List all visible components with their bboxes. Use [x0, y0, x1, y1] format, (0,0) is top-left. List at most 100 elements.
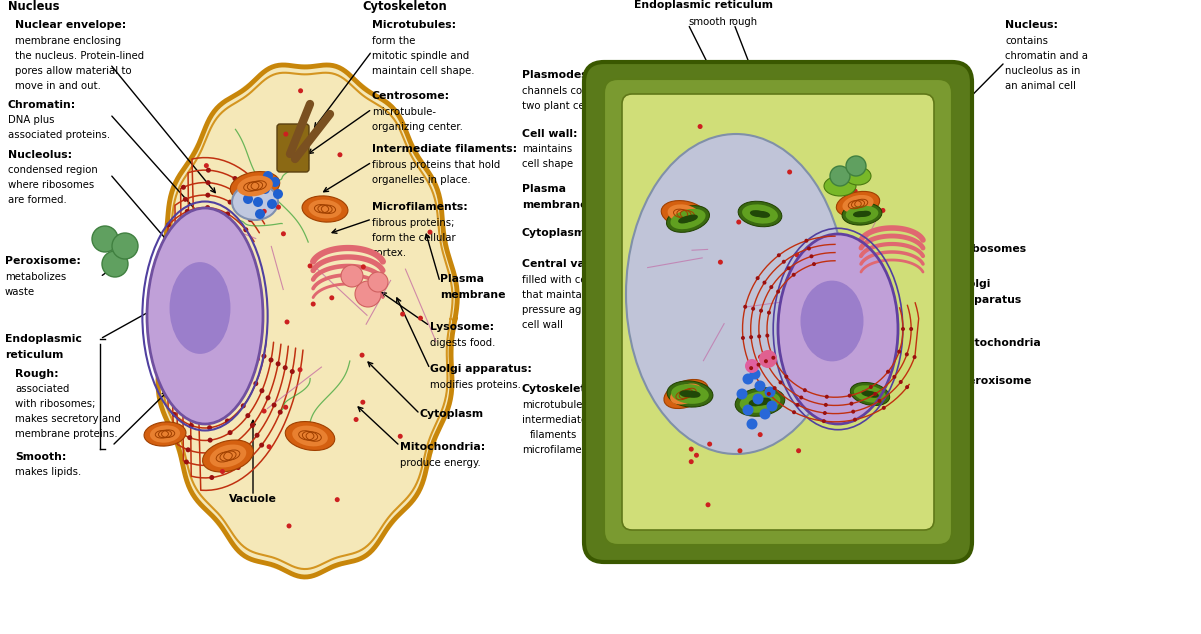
Ellipse shape [169, 262, 231, 354]
Circle shape [233, 176, 238, 181]
Circle shape [418, 316, 423, 321]
Ellipse shape [670, 209, 706, 229]
Text: Chromatin:: Chromatin: [8, 100, 76, 110]
Circle shape [767, 311, 771, 314]
FancyBboxPatch shape [584, 62, 972, 562]
Text: membrane: membrane [440, 290, 506, 300]
Circle shape [205, 217, 210, 223]
Ellipse shape [749, 210, 764, 217]
Text: Chloroplast:: Chloroplast: [635, 504, 710, 514]
Text: Microtubules:: Microtubules: [372, 20, 456, 30]
Polygon shape [153, 65, 458, 577]
Text: Mitochondria: Mitochondria [960, 338, 1041, 348]
Circle shape [749, 368, 760, 380]
Text: membrane proteins.: membrane proteins. [14, 429, 118, 439]
Text: maintains: maintains [522, 144, 572, 154]
Circle shape [368, 272, 388, 292]
Text: pressure against: pressure against [522, 305, 607, 315]
Circle shape [771, 356, 776, 359]
Circle shape [821, 419, 826, 423]
Circle shape [220, 469, 225, 474]
Text: Intermediate filaments:: Intermediate filaments: [372, 144, 518, 154]
Circle shape [255, 356, 259, 361]
Ellipse shape [861, 390, 873, 397]
FancyBboxPatch shape [277, 124, 309, 172]
Circle shape [736, 219, 741, 224]
Circle shape [802, 388, 807, 392]
Ellipse shape [150, 425, 180, 443]
Circle shape [341, 265, 363, 287]
Text: two plant cells: two plant cells [522, 101, 596, 111]
Circle shape [209, 475, 214, 480]
Circle shape [772, 386, 777, 390]
Circle shape [245, 413, 250, 418]
Ellipse shape [867, 391, 879, 398]
Ellipse shape [859, 210, 871, 217]
Circle shape [281, 231, 286, 236]
Text: waste: waste [5, 287, 35, 297]
Circle shape [743, 305, 747, 309]
Text: Plastid:: Plastid: [766, 504, 813, 514]
Text: the nucleus. Protein-lined: the nucleus. Protein-lined [14, 51, 144, 61]
Ellipse shape [232, 184, 277, 220]
Circle shape [360, 399, 365, 404]
Circle shape [749, 335, 753, 339]
Text: move in and out.: move in and out. [14, 81, 101, 91]
Text: form the: form the [372, 36, 416, 46]
Circle shape [755, 276, 760, 280]
Text: cell shape: cell shape [522, 159, 573, 169]
Circle shape [694, 453, 699, 458]
Circle shape [741, 336, 745, 340]
Circle shape [852, 410, 855, 413]
Circle shape [255, 209, 265, 219]
Circle shape [757, 334, 761, 339]
Circle shape [904, 353, 909, 356]
Text: Endoplasmic: Endoplasmic [5, 334, 82, 344]
Text: Microfilaments:: Microfilaments: [372, 202, 467, 212]
Ellipse shape [681, 216, 694, 223]
Circle shape [253, 197, 263, 207]
Circle shape [169, 233, 175, 238]
Text: mitotic spindle and: mitotic spindle and [372, 51, 470, 61]
Text: rough: rough [728, 17, 757, 27]
Circle shape [758, 432, 763, 437]
Text: Central vacuole:: Central vacuole: [522, 259, 622, 269]
Ellipse shape [683, 391, 697, 398]
Circle shape [718, 260, 723, 264]
Circle shape [400, 311, 405, 316]
Circle shape [777, 253, 781, 257]
Text: Mitochondria:: Mitochondria: [400, 442, 485, 452]
Circle shape [359, 353, 365, 358]
Circle shape [705, 502, 711, 507]
Text: pores allow material to: pores allow material to [14, 66, 132, 76]
Ellipse shape [778, 234, 898, 424]
Circle shape [207, 425, 213, 430]
Ellipse shape [842, 195, 873, 213]
Circle shape [770, 285, 773, 289]
Circle shape [185, 209, 190, 214]
Circle shape [208, 450, 214, 455]
Text: cortex.: cortex. [372, 248, 407, 258]
Text: microtubule-: microtubule- [372, 107, 436, 117]
Circle shape [247, 217, 252, 222]
Text: Nucleus:: Nucleus: [1005, 20, 1058, 30]
Circle shape [736, 389, 747, 399]
Ellipse shape [237, 176, 273, 197]
Text: makes lipids.: makes lipids. [14, 467, 82, 477]
Circle shape [759, 309, 763, 313]
Circle shape [846, 156, 866, 176]
Text: Plasmodesmata:: Plasmodesmata: [522, 70, 623, 80]
Circle shape [355, 281, 381, 307]
Circle shape [824, 403, 827, 407]
Ellipse shape [752, 398, 767, 406]
Ellipse shape [854, 385, 886, 403]
Ellipse shape [846, 205, 878, 223]
Circle shape [186, 448, 191, 452]
Circle shape [784, 375, 788, 378]
Circle shape [849, 402, 854, 406]
Circle shape [353, 417, 359, 422]
Ellipse shape [231, 172, 280, 200]
Ellipse shape [309, 200, 341, 219]
Circle shape [796, 448, 801, 453]
Circle shape [807, 247, 811, 250]
